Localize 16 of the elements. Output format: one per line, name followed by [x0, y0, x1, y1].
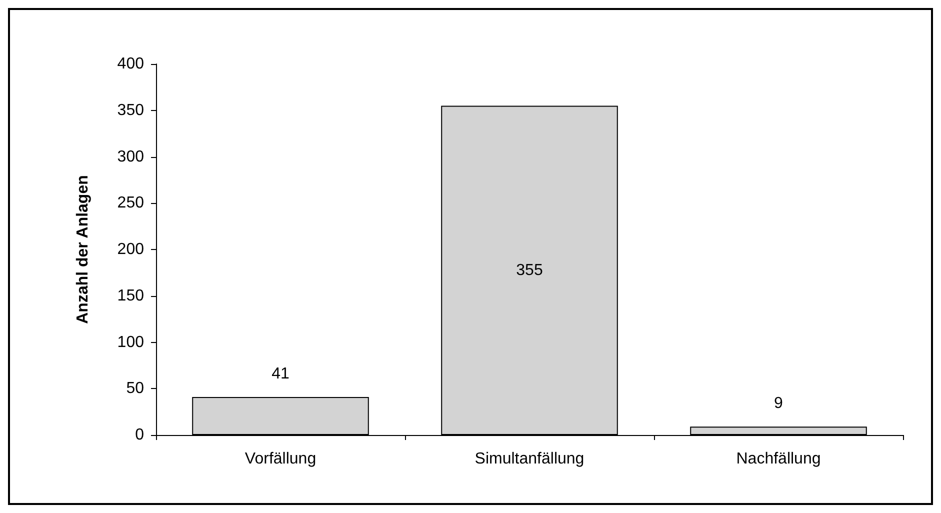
data-label: 41 — [272, 365, 290, 382]
y-tick-label: 150 — [117, 287, 144, 304]
y-axis-title: Anzahl der Anlagen — [74, 175, 92, 324]
y-tick-label: 350 — [117, 102, 144, 119]
x-tick-label: Nachfällung — [736, 450, 821, 468]
x-tick-label: Vorfällung — [244, 450, 316, 468]
y-tick-label: 50 — [126, 380, 144, 398]
y-tick-label: 250 — [117, 194, 144, 212]
y-tick-label: 200 — [117, 241, 144, 258]
y-tick-label: 100 — [117, 334, 144, 351]
x-tick-label: Simultanfällung — [474, 450, 584, 468]
data-label: 9 — [774, 395, 784, 412]
y-tick-label: 300 — [117, 148, 144, 166]
y-tick-label: 400 — [117, 56, 144, 72]
y-tick-label: 0 — [135, 426, 144, 444]
data-label: 355 — [516, 262, 543, 279]
